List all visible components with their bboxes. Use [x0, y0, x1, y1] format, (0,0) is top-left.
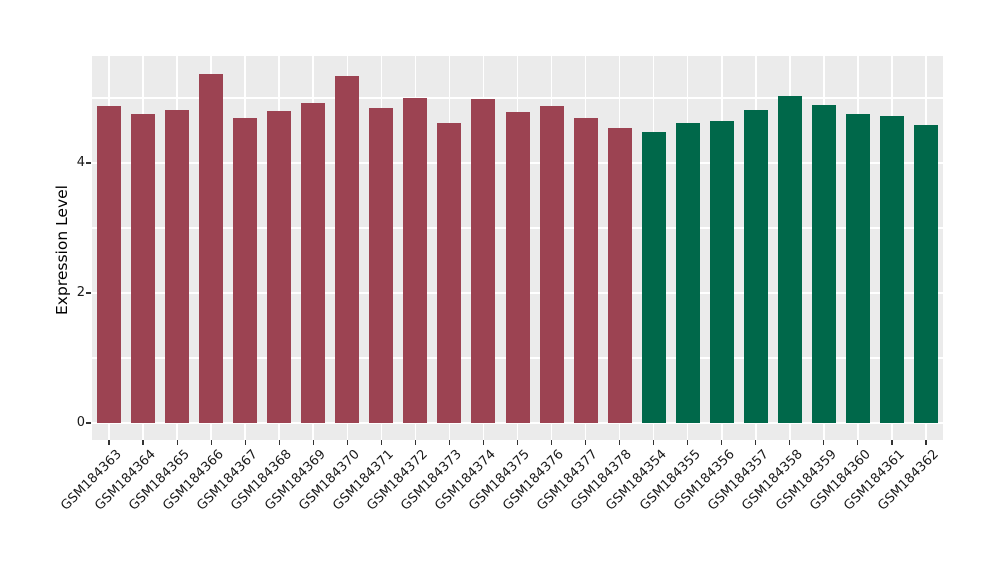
- bar-GSM184362: [913, 124, 938, 423]
- bar-GSM184371: [369, 108, 394, 423]
- x-tick: [789, 440, 791, 445]
- x-tick: [142, 440, 144, 445]
- bar-GSM184358: [777, 96, 802, 423]
- bar-GSM184374: [471, 99, 496, 423]
- x-tick: [210, 440, 212, 445]
- x-tick: [448, 440, 450, 445]
- x-tick: [619, 440, 621, 445]
- bar-GSM184367: [233, 118, 258, 423]
- x-tick: [925, 440, 927, 445]
- x-tick: [108, 440, 110, 445]
- x-tick: [278, 440, 280, 445]
- bar-GSM184376: [539, 105, 564, 423]
- bar-GSM184361: [879, 116, 904, 423]
- x-tick: [346, 440, 348, 445]
- bar-GSM184363: [97, 105, 122, 423]
- bar-GSM184378: [607, 127, 632, 423]
- plot-panel: [92, 56, 943, 440]
- bar-GSM184373: [437, 122, 462, 423]
- y-tick: [86, 292, 91, 294]
- x-tick: [584, 440, 587, 445]
- x-tick: [312, 440, 314, 445]
- bar-GSM184368: [267, 111, 292, 423]
- x-tick: [244, 440, 246, 445]
- x-tick: [653, 440, 655, 445]
- x-tick: [823, 440, 825, 445]
- bar-GSM184359: [811, 105, 836, 423]
- bar-GSM184365: [165, 110, 190, 423]
- x-tick: [755, 440, 757, 445]
- y-tick-label: 4: [76, 155, 85, 170]
- x-tick: [687, 440, 689, 445]
- x-tick: [550, 440, 553, 445]
- y-tick: [86, 162, 91, 164]
- bar-GSM184360: [845, 114, 870, 423]
- bar-GSM184370: [335, 75, 360, 423]
- x-tick: [482, 440, 485, 445]
- x-tick: [891, 440, 893, 445]
- y-tick-label: 0: [76, 415, 85, 430]
- bar-GSM184357: [743, 109, 768, 423]
- bar-GSM184364: [131, 114, 156, 423]
- bar-GSM184377: [573, 118, 598, 423]
- bar-GSM184366: [199, 73, 224, 423]
- bar-GSM184375: [505, 112, 530, 423]
- x-tick: [414, 440, 416, 445]
- bar-GSM184354: [641, 132, 666, 423]
- x-tick: [721, 440, 723, 445]
- x-tick: [857, 440, 859, 445]
- x-tick: [176, 440, 178, 445]
- y-tick-label: 2: [76, 285, 85, 300]
- x-tick: [516, 440, 519, 445]
- x-tick: [380, 440, 382, 445]
- bar-GSM184356: [709, 120, 734, 423]
- bar-GSM184355: [675, 122, 700, 423]
- y-tick: [86, 422, 91, 424]
- bar-GSM184372: [403, 98, 428, 423]
- bar-GSM184369: [301, 102, 326, 423]
